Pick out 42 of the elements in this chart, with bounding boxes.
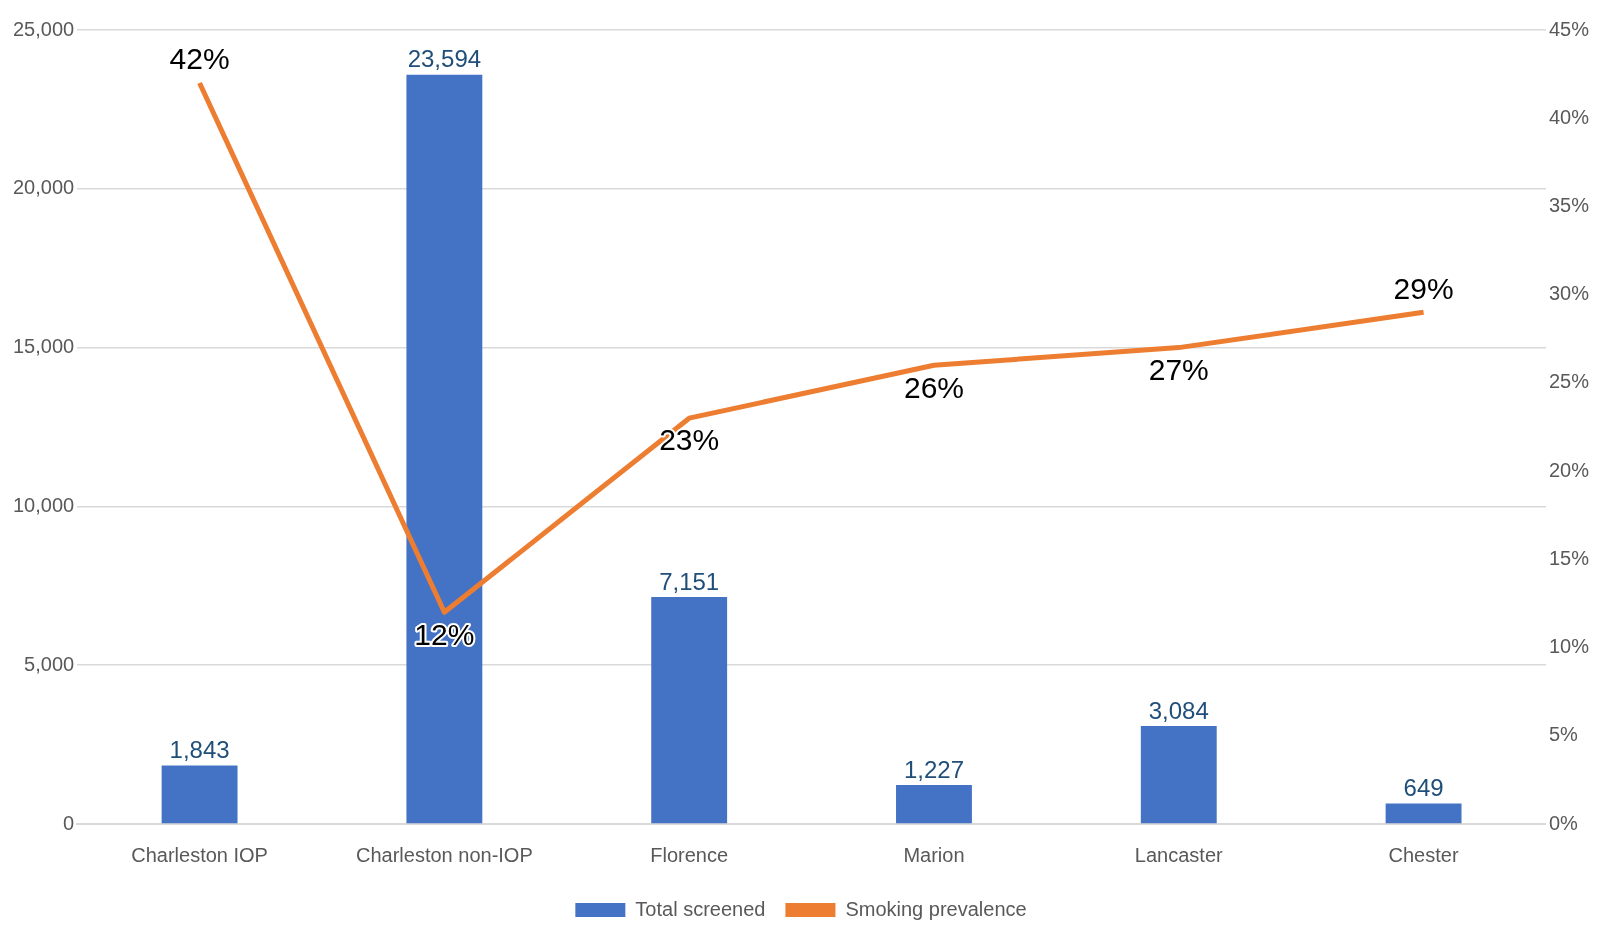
data-label: 12% xyxy=(414,617,475,651)
x-tick-label: Charleston non-IOP xyxy=(355,843,533,866)
bar xyxy=(896,785,972,824)
y2-tick-label: 20% xyxy=(1548,458,1590,481)
data-label: 29% xyxy=(1393,271,1454,305)
y2-tick-label: 30% xyxy=(1548,282,1590,305)
y-tick-label: 10,000 xyxy=(13,493,75,516)
y-tick-label: 5,000 xyxy=(24,652,75,675)
y-tick-label: 15,000 xyxy=(13,335,75,358)
bar xyxy=(161,765,238,824)
data-label: 7,151 xyxy=(659,567,720,595)
data-label: 649 xyxy=(1403,774,1444,802)
y-tick-label: 0 xyxy=(63,811,75,834)
bar xyxy=(1385,803,1462,824)
x-tick-label: Lancaster xyxy=(1134,843,1224,866)
data-label: 23% xyxy=(659,423,720,457)
x-tick-label: Florence xyxy=(650,843,729,866)
legend-label: Smoking prevalence xyxy=(845,897,1027,920)
x-tick-label: Marion xyxy=(903,843,965,866)
legend-label: Total screened xyxy=(635,897,766,920)
data-label: 23,594 xyxy=(407,45,482,73)
y2-tick-label: 0% xyxy=(1548,811,1579,834)
bar xyxy=(406,74,483,824)
y2-tick-label: 40% xyxy=(1548,105,1590,128)
bar xyxy=(1140,726,1217,824)
y-tick-label: 20,000 xyxy=(13,176,75,199)
y2-tick-label: 15% xyxy=(1548,546,1590,569)
y2-tick-label: 10% xyxy=(1548,635,1590,658)
bar xyxy=(651,596,728,824)
data-label: 1,227 xyxy=(903,755,964,783)
data-label: 1,843 xyxy=(169,736,230,764)
data-label: 26% xyxy=(903,370,964,404)
x-tick-label: Chester xyxy=(1388,843,1459,866)
x-tick-label: Charleston IOP xyxy=(131,843,268,866)
y-tick-label: 25,000 xyxy=(13,17,75,40)
y2-tick-label: 35% xyxy=(1548,193,1590,216)
y2-tick-label: 5% xyxy=(1548,723,1579,746)
y2-tick-label: 45% xyxy=(1548,17,1590,40)
y2-tick-label: 25% xyxy=(1548,370,1590,393)
data-label: 3,084 xyxy=(1148,696,1209,724)
data-label: 27% xyxy=(1148,352,1209,386)
data-label: 42% xyxy=(169,42,230,76)
